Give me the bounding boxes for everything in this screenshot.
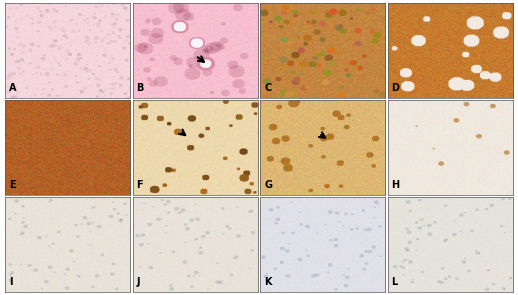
Text: C: C [264,83,271,93]
Text: I: I [9,277,12,287]
Text: A: A [9,83,17,93]
Text: H: H [392,180,400,190]
Text: E: E [9,180,16,190]
Text: D: D [392,83,399,93]
Text: B: B [136,83,144,93]
Text: L: L [392,277,398,287]
Text: F: F [136,180,143,190]
Text: K: K [264,277,271,287]
Text: J: J [136,277,140,287]
Text: G: G [264,180,272,190]
